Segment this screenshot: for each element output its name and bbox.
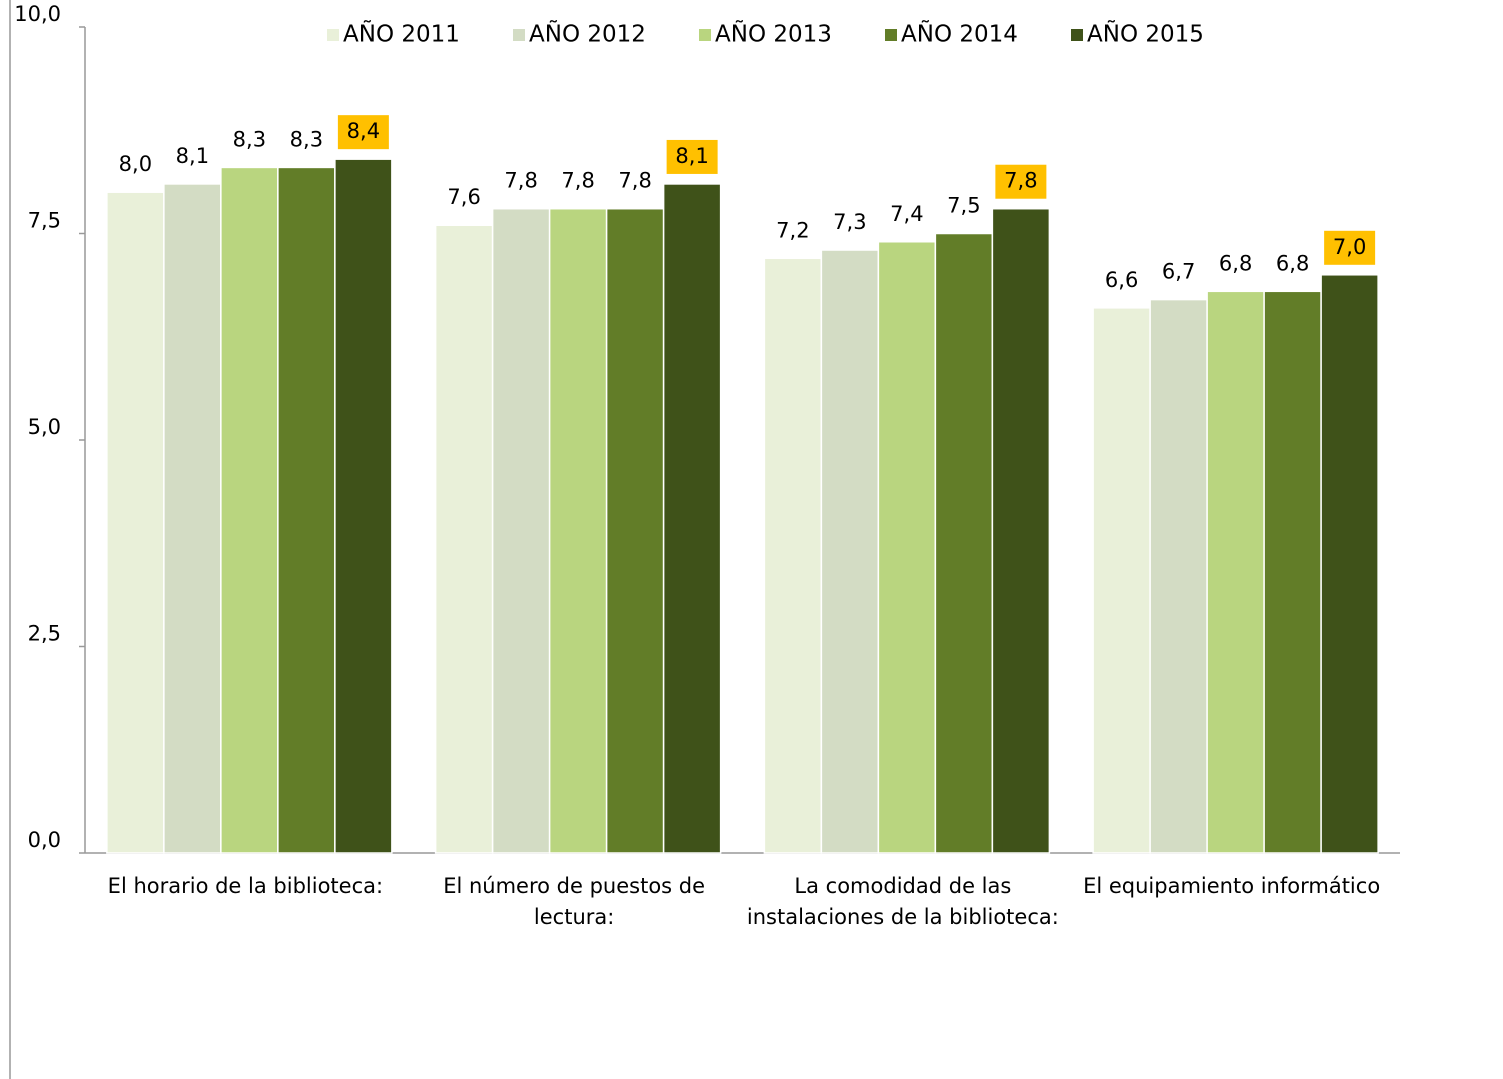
bar [163, 183, 222, 854]
value-label: 6,6 [1105, 268, 1138, 292]
bar [1263, 290, 1322, 854]
value-label: 8,3 [290, 127, 323, 151]
bar [334, 158, 393, 854]
value-label-background [666, 139, 718, 174]
y-tick-label: 5,0 [28, 415, 61, 439]
value-label: 8,0 [119, 152, 152, 176]
value-label: 8,4 [347, 119, 380, 143]
bar [820, 249, 880, 854]
y-tick-label: 10,0 [14, 2, 61, 26]
bar [1320, 274, 1379, 854]
x-tick-label: El número de puestos de lectura: [443, 874, 706, 929]
legend-swatch [885, 29, 897, 41]
legend-swatch [1071, 29, 1083, 41]
value-label: 8,1 [176, 144, 209, 168]
legend-label: AÑO 2014 [901, 20, 1018, 48]
value-label: 7,6 [447, 185, 480, 209]
value-label: 7,8 [1004, 169, 1037, 193]
value-label: 7,8 [618, 169, 651, 193]
x-tick-label: El horario de la biblioteca: [107, 874, 384, 898]
value-label: 6,7 [1162, 260, 1195, 284]
value-label: 7,2 [776, 218, 809, 242]
x-tick-label: El equipamiento informático [1083, 874, 1381, 898]
bar [1149, 298, 1208, 854]
bar [220, 166, 279, 854]
bar [877, 241, 937, 854]
value-label: 7,4 [890, 202, 923, 226]
bar [434, 224, 494, 854]
legend-swatch [513, 29, 525, 41]
bar [1092, 307, 1151, 854]
value-label: 7,0 [1333, 235, 1366, 259]
value-label-background [1324, 230, 1376, 265]
bar [991, 207, 1051, 854]
bar [1206, 290, 1265, 854]
legend-swatch [699, 29, 711, 41]
bar [763, 257, 823, 854]
bar [548, 207, 608, 854]
value-label: 6,8 [1276, 251, 1309, 275]
value-label: 6,8 [1219, 251, 1252, 275]
x-tick-label: La comodidad de las instalaciones de la … [746, 874, 1059, 929]
value-label-background [337, 115, 389, 150]
legend-swatch [327, 29, 339, 41]
legend-label: AÑO 2015 [1087, 20, 1204, 48]
bar [662, 183, 722, 854]
value-label: 7,5 [947, 194, 980, 218]
value-label: 7,8 [561, 169, 594, 193]
value-label-background [995, 164, 1047, 199]
bar [277, 166, 336, 854]
value-label: 7,3 [833, 210, 866, 234]
bar [605, 207, 665, 854]
y-tick-label: 0,0 [28, 828, 61, 852]
legend-label: AÑO 2011 [343, 20, 460, 48]
value-label: 7,8 [504, 169, 537, 193]
y-tick-label: 2,5 [28, 622, 61, 646]
bar [106, 191, 165, 854]
bar [491, 207, 551, 854]
legend-label: AÑO 2013 [715, 20, 832, 48]
value-label: 8,1 [675, 144, 708, 168]
bar [934, 232, 994, 854]
y-tick-label: 7,5 [28, 209, 61, 233]
value-label: 8,3 [233, 127, 266, 151]
legend-label: AÑO 2012 [529, 20, 646, 48]
